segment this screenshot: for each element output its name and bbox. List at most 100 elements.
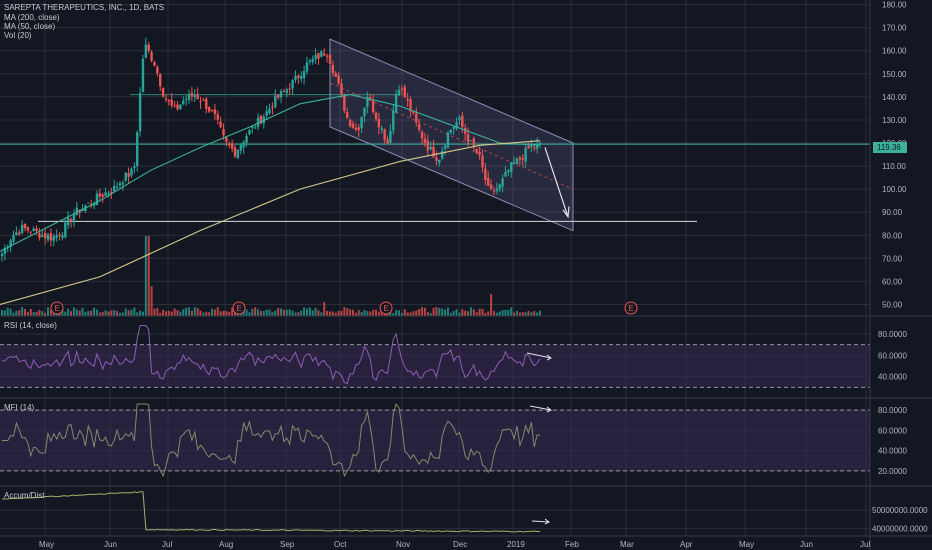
volume-bar [64,311,67,316]
accum-dist-pane[interactable] [1,491,550,533]
candle-body [533,147,536,149]
candle-body [75,207,79,215]
candle-body [46,234,50,240]
volume-bar [259,310,262,316]
candle-body [331,64,335,73]
candle-body [18,232,21,235]
volume-bar [254,307,257,316]
volume-bar [164,311,167,316]
volume-bar [398,310,401,316]
candle-body [294,75,297,81]
volume-bar [216,307,219,316]
candle-body [69,219,73,222]
candle-body [167,99,171,102]
ma50-line [0,94,541,252]
candle-body [366,96,369,107]
price-tick-label: 80.00 [882,231,903,240]
candle-body [219,121,222,128]
candle-body [538,142,542,144]
accum-dist-trend-arrow-head [544,518,550,525]
volume-bar [343,307,346,316]
candle-body [124,172,127,181]
volume-bar [357,310,360,316]
candle-body [23,223,27,229]
candle-body [463,128,467,134]
price-tick-label: 170.00 [882,24,907,33]
volume-bar [219,311,222,316]
x-tick-label: 2019 [507,540,525,549]
volume-bar [498,311,501,316]
x-tick-label: Feb [565,540,579,549]
accum-dist-title: Accum/Dist [4,491,45,500]
volume-bar [426,311,429,316]
volume-bar [101,312,104,316]
candle-body [265,111,268,116]
candle-body [429,146,432,150]
candle-body [495,188,499,192]
volume-bar [116,311,119,316]
volume-bar [429,312,432,316]
price-tick-label: 150.00 [882,70,907,79]
volume-bar [527,311,530,316]
candle-body [239,145,242,151]
candle-body [251,126,254,128]
candle-body [115,186,119,188]
volume-bar [481,308,484,316]
candle-body [72,214,76,223]
rsi-pane[interactable] [0,325,870,388]
volume-bar [95,309,98,316]
candle-body [179,104,182,110]
volume-bar [421,307,424,316]
volume-bar [107,311,110,316]
candle-body [380,128,383,130]
candle-body [351,123,355,128]
candle-body [61,235,64,238]
candle-body [182,100,185,105]
candle-body [334,73,337,77]
volume-bar [9,308,12,316]
candle-body [432,146,435,158]
candle-body [518,157,522,160]
volume-bar [478,308,481,316]
volume-bar [93,307,96,316]
candle-body [187,94,191,100]
volume-bar [67,308,70,316]
candle-body [205,98,208,109]
candle-body [136,132,139,166]
volume-bar [346,308,349,316]
volume-bar [331,311,334,316]
candle-body [159,74,162,87]
x-tick-label: Jul [860,540,870,549]
volume-bar [317,310,320,316]
volume-bar [262,310,265,316]
volume-bar [354,312,357,316]
candle-body [363,107,366,117]
volume-bar [360,312,363,316]
volume-bar [444,309,447,316]
candle-body [127,173,130,177]
price-tick-label: 60.00 [882,277,903,286]
volume-bar [110,310,113,316]
candle-body [340,83,343,94]
volume-bar [487,311,490,316]
candle-body [202,99,205,101]
candle-body [259,115,263,124]
candle-body [423,138,427,143]
candle-body [9,240,12,247]
volume-bar [303,307,306,316]
volume-bar [337,310,340,316]
candle-body [420,131,424,139]
volume-bar [412,311,415,316]
candle-body [291,80,294,89]
candle-body [325,55,329,57]
candle-body [377,119,381,128]
volume-bar [248,312,251,316]
candle-body [161,87,165,97]
candle-body [452,126,455,129]
candle-body [512,162,516,164]
mfi-pane[interactable] [0,402,870,478]
ma50-legend: MA (50, close) [4,22,55,31]
candle-body [153,61,156,66]
